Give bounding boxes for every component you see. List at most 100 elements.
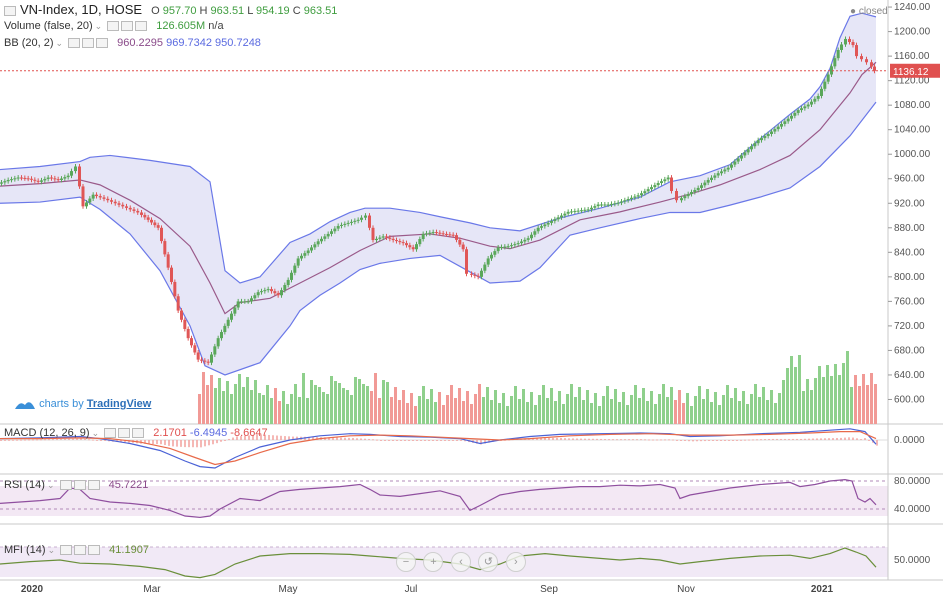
macd-hist-bar [656,439,658,441]
macd-hist-bar [292,436,294,440]
candle-body [23,177,27,179]
zoom-out-icon[interactable]: − [396,552,416,572]
candle-body [690,192,693,195]
macd-hist-bar [32,439,34,441]
legend-rsi: RSI (14) ⌄ 45.7221 [4,479,148,491]
volume-bar [622,392,625,424]
macd-hist-bar [832,438,834,440]
macd-hist-bar [788,438,790,440]
chevron-down-icon[interactable]: ⌄ [47,545,56,555]
volume-bar [630,395,633,424]
volume-bar [658,394,661,424]
volume-bar [762,387,765,424]
candle-body [800,108,803,111]
chevron-down-icon[interactable]: ⌄ [55,38,64,48]
candle-body [226,319,230,326]
x-tick-label: Jul [405,584,418,595]
volume-bar [678,390,681,424]
candle-body [183,319,187,329]
macd-hist-bar [556,437,558,440]
candle-body [113,201,117,204]
mfi-line [0,547,877,579]
macd-hist-bar [404,440,406,441]
volume-bar [614,389,617,424]
macd-hist-bar [308,436,310,440]
macd-hist-bar [676,439,678,441]
settings-icon[interactable] [118,428,131,439]
close-icon[interactable] [135,21,148,32]
settings-icon[interactable] [73,480,86,491]
candle-body [236,301,240,308]
macd-hist-bar [236,436,238,440]
symbol-toggle-icon[interactable] [4,6,16,17]
macd-hist-bar [200,440,202,448]
visibility-icon[interactable] [60,545,73,556]
macd-hist-bar [152,440,154,445]
candle-body [683,196,687,199]
volume-bar [726,385,729,424]
macd-hist-bar [768,438,770,440]
legend-macd: MACD (12, 26, 9) ⌄ 2.1701 -6.4945 -8.6647 [4,427,268,439]
candle-body [461,244,465,250]
chevron-down-icon[interactable]: ⌄ [94,21,103,31]
volume-bar [574,397,577,424]
macd-hist-bar [336,437,338,440]
macd-hist-bar [444,440,446,441]
visibility-icon[interactable] [59,480,72,491]
settings-icon[interactable] [74,545,87,556]
macd-hist-bar [272,435,274,440]
candle-body [493,251,497,255]
tradingview-brand[interactable]: charts by TradingView [14,398,151,410]
candle-body [60,178,63,180]
chevron-down-icon[interactable]: ⌄ [91,428,100,438]
candle-body [810,101,813,105]
macd-hist-bar [620,439,622,441]
close-icon[interactable] [88,545,101,556]
candle-body [848,38,851,43]
macd-hist-bar [696,440,698,442]
volume-bar [382,380,385,424]
bb-upper-line [0,12,877,284]
scroll-left-icon[interactable]: ‹ [450,552,471,572]
volume-bar [470,404,473,424]
volume-bar [406,403,409,424]
visibility-icon[interactable] [104,428,117,439]
macd-hist-bar [432,440,434,441]
candle-body [405,243,408,246]
candle-body [415,244,418,250]
chevron-down-icon[interactable]: ⌄ [46,480,55,490]
macd-hist-bar [632,439,634,441]
macd-hist-bar [544,437,546,440]
close-icon[interactable] [96,38,109,49]
candle-body [190,338,193,346]
settings-icon[interactable] [121,21,134,32]
volume-bar [662,384,665,424]
candle-body [143,214,147,218]
macd-hist-bar [756,439,758,441]
reset-icon[interactable]: ↺ [478,552,499,572]
candle-body [840,44,843,50]
volume-bar [790,356,793,424]
zoom-in-icon[interactable]: + [423,552,444,572]
macd-hist-bar [368,438,370,440]
volume-bar [566,394,569,424]
visibility-icon[interactable] [107,21,120,32]
macd-hist-bar [700,440,702,442]
visibility-icon[interactable] [68,38,81,49]
close-icon[interactable] [132,428,145,439]
candle-body [473,274,477,276]
candle-body [610,203,613,205]
candle-body [520,241,523,244]
macd-hist-bar [776,438,778,440]
candle-body [286,279,290,286]
candle-body [290,272,293,280]
volume-bar [282,391,285,424]
candle-body [593,206,597,208]
scroll-right-icon[interactable]: › [505,552,526,572]
settings-icon[interactable] [82,38,95,49]
rsi-line [0,478,877,519]
macd-hist-bar [156,440,158,445]
macd-hist-bar [864,438,866,440]
close-icon[interactable] [87,480,100,491]
